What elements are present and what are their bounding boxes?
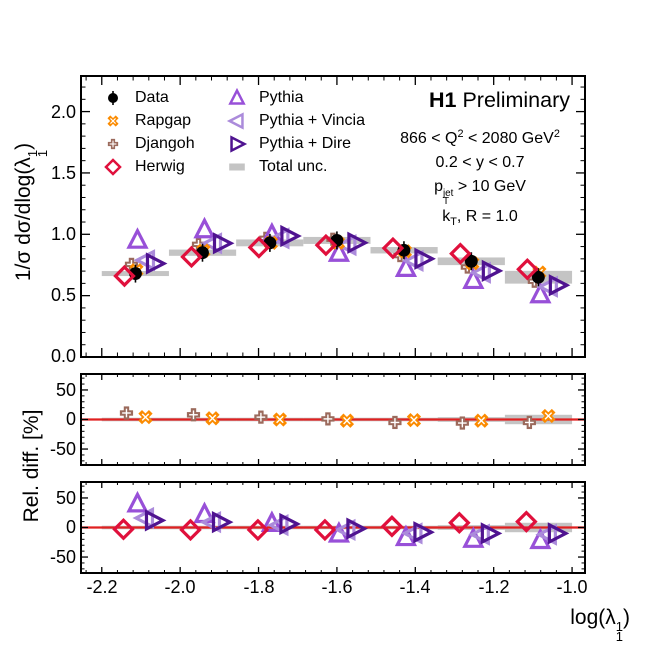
legend-item-rapgap: Rapgap <box>100 110 191 132</box>
legend-label: Rapgap <box>135 112 192 129</box>
experiment-name: H1 <box>429 88 457 112</box>
herwig-marker-icon <box>104 158 122 176</box>
x-tick-label: -1.4 <box>399 577 431 597</box>
legend-item-total-unc: Total unc. <box>224 156 327 178</box>
y-tick-label-main: 0.5 <box>50 285 76 305</box>
y-tick-label-ratio2: 50 <box>55 488 76 508</box>
legend-item-djangoh: Djangoh <box>100 133 195 155</box>
legend-item-data: Data <box>100 87 169 109</box>
legend-label: Total unc. <box>259 158 328 175</box>
legend-item-herwig: Herwig <box>100 156 185 178</box>
x-tick-label: -1.0 <box>556 577 588 597</box>
legend-label: Data <box>135 89 169 106</box>
y-tick-label-ratio2: 0 <box>65 517 76 537</box>
preliminary-tag: Preliminary <box>462 88 570 112</box>
legend-item-vincia: Pythia + Vincia <box>224 110 365 132</box>
x-tick-label: -2.2 <box>86 577 118 597</box>
djangoh-marker-icon <box>107 138 119 150</box>
legend-item-pythia: Pythia <box>224 87 303 109</box>
legend-label: Pythia <box>259 89 304 106</box>
x-tick-label: -2.0 <box>164 577 196 597</box>
legend-label: Djangoh <box>135 135 195 152</box>
legend-item-dire: Pythia + Dire <box>224 133 351 155</box>
y-tick-label-main: 1.0 <box>50 224 76 244</box>
q2-cut: 866 < Q2 < 2080 GeV2 <box>400 128 560 147</box>
x-axis-title: log(λ 1 1) <box>570 606 630 644</box>
vincia-marker-icon <box>226 112 244 130</box>
y-tick-label-main: 0.0 <box>50 346 76 366</box>
total-unc-band-icon <box>229 163 245 171</box>
y-tick-label-ratio2: -50 <box>49 547 76 567</box>
y-tick-label-ratio1: 50 <box>55 380 76 400</box>
pythia-marker-icon <box>228 87 246 105</box>
experiment-label: H1 Preliminary <box>330 88 570 113</box>
jet-algo: kT, R = 1.0 <box>442 208 518 229</box>
y-cut: 0.2 < y < 0.7 <box>435 153 525 171</box>
x-tick-label: -1.6 <box>321 577 353 597</box>
legend-label: Pythia + Vincia <box>259 112 365 129</box>
rapgap-marker-icon <box>107 115 119 127</box>
y-tick-label-ratio1: -50 <box>49 439 76 459</box>
y-tick-label-main: 1.5 <box>50 163 76 183</box>
x-tick-label: -1.2 <box>478 577 510 597</box>
pt-cut: p jet T > 10 GeV <box>434 177 526 207</box>
dire-marker-icon <box>230 135 248 153</box>
y-tick-label-main: 2.0 <box>50 102 76 122</box>
kinematic-cuts: 866 < Q2 < 2080 GeV2 0.2 < y < 0.7 p jet T… <box>380 122 580 234</box>
data-marker-icon <box>108 90 118 106</box>
legend-label: Pythia + Dire <box>259 135 352 152</box>
x-tick-label: -1.8 <box>243 577 275 597</box>
legend-label: Herwig <box>135 158 185 175</box>
y-tick-label-ratio1: 0 <box>65 409 76 429</box>
